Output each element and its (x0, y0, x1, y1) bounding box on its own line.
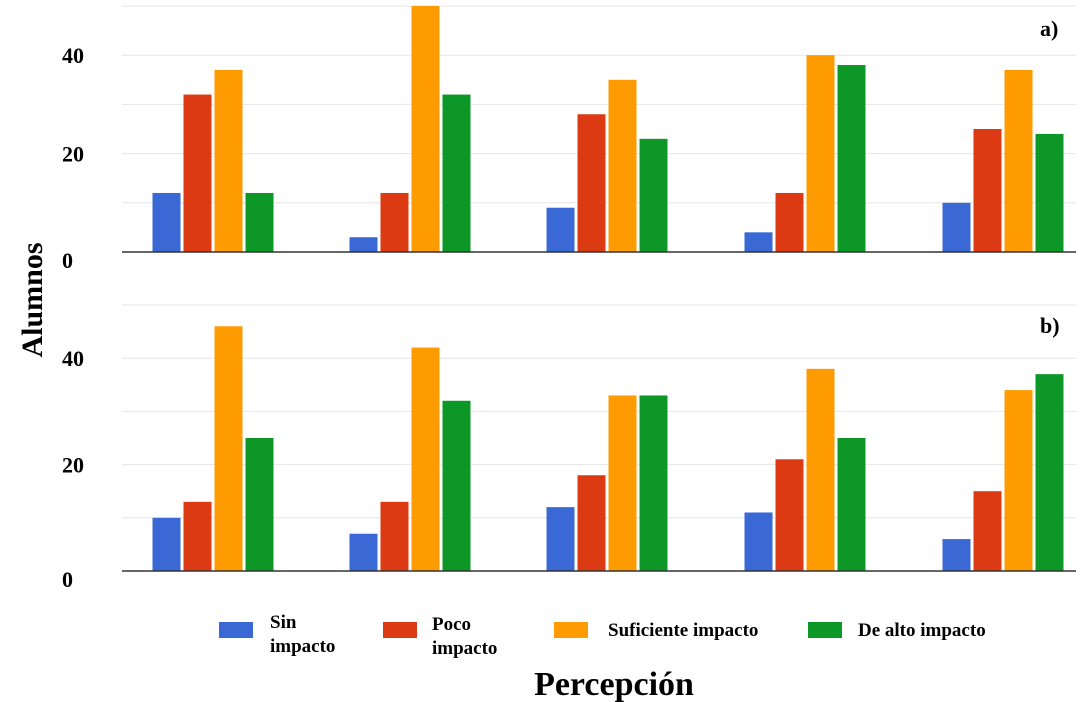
panel-a-bar-3-series-2 (577, 114, 606, 253)
panel-b-bar-2-series-2 (380, 501, 409, 571)
panel-b-bar-1-series-3 (214, 326, 243, 571)
panel-a-bar-5-series-3 (1004, 69, 1033, 253)
panel-b-bar-3-series-3 (608, 395, 637, 571)
panel-a-gridlines (122, 5, 1076, 204)
panel-a-bars (152, 6, 1064, 253)
panel-b-bar-4-series-4 (837, 438, 866, 571)
panel-b-label: b) (1040, 313, 1060, 338)
legend-label-sin-impacto: Sin impacto (270, 612, 335, 657)
panel-b-bar-2-series-3 (411, 347, 440, 571)
panel-a-bar-5-series-4 (1035, 133, 1064, 252)
panel-b-bar-2-series-4 (442, 400, 471, 571)
panel-a-bar-2-series-2 (380, 192, 409, 252)
panel-b-ytick-20: 20 (62, 453, 84, 478)
panel-b-bar-3-series-2 (577, 475, 606, 571)
legend-label-de-alto-impacto: De alto impacto (858, 620, 986, 641)
panel-b-bar-5-series-3 (1004, 390, 1033, 571)
panel-a-bar-2-series-1 (349, 237, 378, 252)
panel-a-ytick-0: 0 (62, 248, 73, 273)
panel-a-bar-5-series-1 (942, 202, 971, 252)
panel-b-bar-3-series-1 (546, 507, 575, 571)
panel-a-bar-1-series-2 (183, 94, 212, 252)
panel-a-bar-4-series-3 (806, 55, 835, 253)
panel-b-bar-1-series-4 (245, 438, 274, 571)
legend-label-suficiente-impacto: Suficiente impacto (608, 620, 758, 641)
panel-b-bar-1-series-2 (183, 501, 212, 571)
panel-b-bar-5-series-4 (1035, 374, 1064, 571)
panel-a-bar-1-series-1 (152, 192, 181, 252)
panel-a-bar-3-series-3 (608, 79, 637, 252)
panel-a-bar-3-series-4 (639, 138, 668, 252)
panel-b-bar-4-series-1 (744, 512, 773, 571)
legend-label-poco-impacto-line1: Poco (432, 614, 471, 635)
legend-label-poco-impacto-line2: impacto (432, 638, 497, 659)
panel-a-bar-5-series-2 (973, 129, 1002, 252)
legend-swatch-poco-impacto (383, 622, 417, 638)
panel-b-bar-5-series-1 (942, 539, 971, 571)
panel-b-bar-5-series-2 (973, 491, 1002, 571)
legend: Sin impacto Poco impacto Suficiente impa… (219, 612, 986, 659)
panel-a-label: a) (1040, 16, 1058, 41)
panel-a-bar-4-series-4 (837, 65, 866, 252)
panel-a-bar-4-series-2 (775, 192, 804, 252)
panel-a-bar-2-series-4 (442, 94, 471, 252)
panel-a-bar-1-series-3 (214, 69, 243, 253)
legend-label-sin-impacto-line1: Sin (270, 612, 297, 633)
legend-label-poco-impacto: Poco impacto (432, 614, 497, 659)
panel-b-bars (152, 326, 1064, 571)
panel-b: 0 20 40 b) (62, 304, 1076, 592)
legend-swatch-sin-impacto (219, 622, 253, 638)
legend-label-sin-impacto-line2: impacto (270, 636, 335, 657)
panel-a: 0 20 40 a) (62, 5, 1076, 273)
panel-b-ytick-40: 40 (62, 346, 84, 371)
panel-b-ytick-0: 0 (62, 567, 73, 592)
panel-a-bar-1-series-4 (245, 192, 274, 252)
panel-a-bar-3-series-1 (546, 207, 575, 252)
panel-a-ytick-20: 20 (62, 142, 84, 167)
panel-a-bar-2-series-3 (411, 6, 440, 252)
panel-b-bar-3-series-4 (639, 395, 668, 571)
panel-b-bar-1-series-1 (152, 517, 181, 571)
panel-a-bar-4-series-1 (744, 232, 773, 252)
panel-b-bar-2-series-1 (349, 533, 378, 571)
panel-b-bar-4-series-2 (775, 459, 804, 571)
x-axis-title: Percepción (534, 666, 694, 702)
legend-swatch-de-alto-impacto (808, 622, 842, 638)
y-axis-title: Alumnos (16, 242, 49, 357)
panel-b-bar-4-series-3 (806, 368, 835, 571)
legend-swatch-suficiente-impacto (554, 622, 588, 638)
panel-a-ytick-40: 40 (62, 43, 84, 68)
